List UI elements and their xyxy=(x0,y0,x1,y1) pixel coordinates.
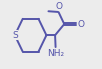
Text: O: O xyxy=(77,20,84,29)
Text: O: O xyxy=(56,2,63,11)
Text: NH₂: NH₂ xyxy=(47,49,64,58)
Text: S: S xyxy=(12,31,18,40)
